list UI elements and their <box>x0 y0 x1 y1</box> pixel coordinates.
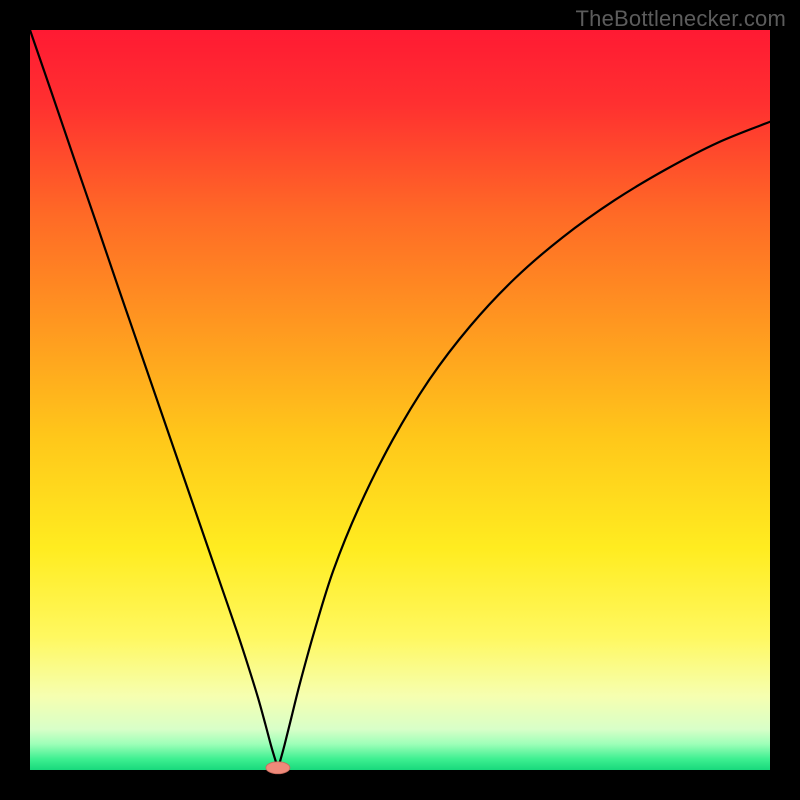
bottleneck-chart <box>0 0 800 800</box>
watermark-text: TheBottlenecker.com <box>576 6 786 32</box>
plot-background-gradient <box>30 30 770 770</box>
optimal-point-marker <box>266 762 290 774</box>
